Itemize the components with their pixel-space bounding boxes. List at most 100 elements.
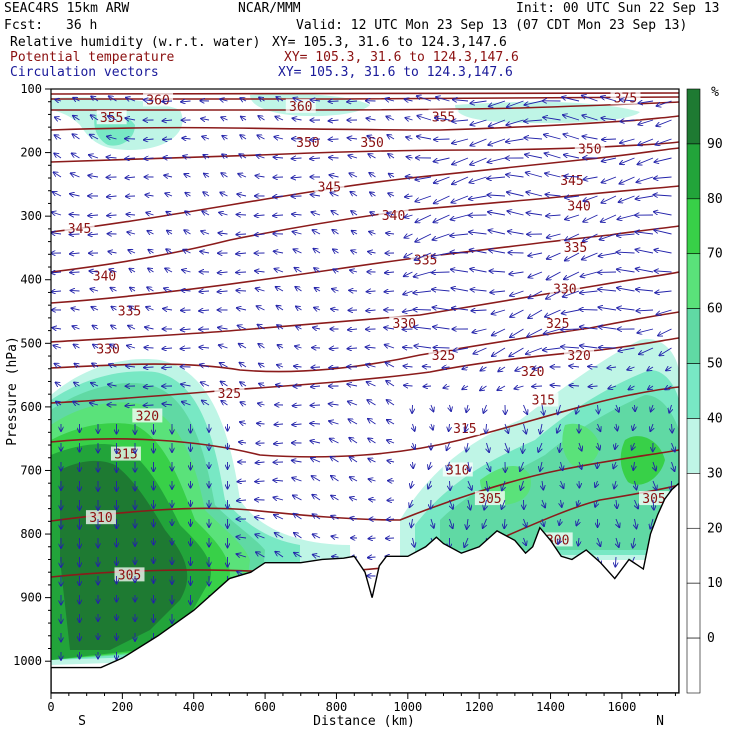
wind-vector — [450, 499, 453, 509]
wind-vector — [413, 423, 415, 431]
y-tick-label: 200 — [20, 146, 42, 160]
wind-vector — [369, 499, 376, 500]
wind-vector — [405, 118, 413, 120]
wind-vector — [595, 480, 597, 487]
wind-vector — [559, 518, 560, 525]
wind-vector — [616, 499, 617, 508]
wind-vector — [111, 325, 117, 329]
theta-label-bg — [564, 348, 595, 363]
wind-vector — [520, 461, 524, 471]
wind-vector — [647, 367, 654, 370]
wind-vector — [417, 96, 432, 102]
wind-vector — [92, 325, 99, 329]
wind-vector — [451, 214, 469, 220]
wind-vector — [385, 345, 395, 348]
wind-vector — [167, 231, 173, 234]
wind-vector — [331, 496, 339, 501]
wind-vector — [311, 386, 321, 387]
wind-vector — [349, 173, 358, 177]
wind-vector — [275, 533, 284, 539]
wind-vector — [274, 443, 284, 444]
field-name-theta: Potential temperature — [10, 50, 175, 65]
theta-label: 320 — [521, 365, 544, 380]
wind-vector — [162, 101, 173, 102]
wind-vector — [255, 176, 265, 177]
y-tick-label: 300 — [20, 209, 42, 223]
wind-vector — [387, 213, 395, 215]
wind-vector — [464, 537, 468, 547]
wind-vector — [524, 404, 528, 414]
wind-vector — [310, 158, 321, 159]
wind-vector — [73, 116, 80, 120]
wind-vector — [561, 499, 562, 507]
wind-vector — [636, 176, 654, 182]
wind-vector — [388, 193, 395, 196]
wind-vector — [350, 477, 358, 481]
wind-vector — [201, 231, 210, 234]
y-tick-label: 400 — [20, 273, 42, 287]
wind-vector — [351, 211, 358, 215]
wind-vector — [487, 177, 506, 179]
wind-vector — [202, 401, 210, 406]
wind-vector — [423, 366, 432, 367]
wind-vector — [411, 480, 413, 488]
wind-vector — [53, 345, 62, 348]
wind-vector — [433, 327, 450, 329]
wind-vector — [620, 157, 635, 164]
wind-vector — [255, 517, 265, 519]
theta-label: 340 — [567, 200, 590, 215]
theta-label-bg — [93, 341, 124, 356]
wind-vector — [182, 402, 191, 405]
wind-vector — [533, 367, 543, 369]
wind-vector — [258, 344, 265, 348]
wind-vector — [274, 137, 284, 139]
rh-right-50 — [440, 395, 679, 550]
wind-vector — [599, 252, 617, 256]
wind-vector — [109, 364, 117, 367]
wind-vector — [451, 195, 469, 203]
wind-vector — [617, 234, 635, 236]
theta-label: 375 — [614, 92, 637, 107]
wind-vector — [236, 253, 247, 254]
wind-vector — [330, 193, 339, 196]
theta-label-bg — [285, 98, 316, 113]
rh-upper-patch-3 — [455, 101, 640, 124]
x-tick-label: 200 — [112, 700, 134, 714]
wind-vector — [222, 136, 228, 139]
wind-vector — [236, 272, 247, 273]
colorbar-segment — [686, 253, 701, 309]
wind-vector — [564, 176, 580, 177]
wind-vector — [526, 173, 543, 178]
wind-vector — [432, 289, 450, 291]
wind-vector — [471, 310, 487, 311]
wind-vector — [126, 366, 136, 367]
theta-label: 350 — [360, 136, 383, 151]
colorbar-label: 0 — [707, 631, 715, 646]
wind-vector — [669, 404, 671, 413]
wind-vector — [352, 231, 358, 234]
wind-vector — [274, 515, 284, 520]
colorbar: 90 80 70 60 50 40 30 20 10 0 — [686, 88, 723, 694]
wind-vector — [414, 346, 432, 348]
north-endpoint-label: N — [656, 714, 664, 729]
wind-vector — [620, 138, 635, 143]
wind-vector — [368, 419, 376, 425]
x-tick-label: 800 — [326, 700, 348, 714]
org-label: NCAR/MMM — [238, 1, 301, 16]
colorbar-segment — [686, 88, 701, 145]
wind-vector — [497, 385, 506, 390]
x-tick-label: 1000 — [393, 700, 422, 714]
wind-vector — [311, 367, 321, 368]
wind-vector — [562, 309, 580, 313]
wind-vector — [240, 135, 247, 139]
wind-vector — [384, 291, 395, 292]
wind-vector — [276, 385, 284, 386]
wind-vector — [91, 96, 99, 102]
wind-vector — [406, 137, 413, 139]
wind-vector — [524, 423, 527, 434]
wind-vector — [296, 306, 302, 310]
wind-vector — [368, 538, 376, 539]
y-axis-label: Pressure (hPa) — [5, 336, 20, 446]
wind-vector — [523, 442, 524, 453]
wind-vector — [129, 269, 136, 272]
